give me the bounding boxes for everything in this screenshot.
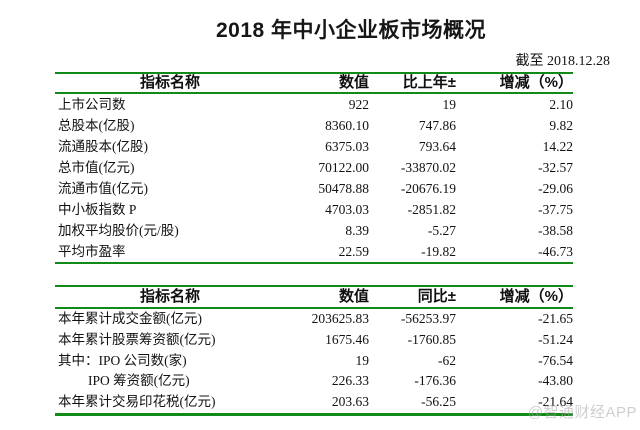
table-row: 总股本(亿股) 8360.10 747.86 9.82 [55, 115, 573, 136]
cell-value: -20676.19 [400, 181, 456, 196]
cell-value: -19.82 [421, 244, 456, 259]
cell-value: -32.57 [538, 160, 573, 175]
table-row: 本年累计成交金额(亿元) 203625.83 -56253.97 -21.65 [55, 309, 573, 330]
row-label: 流通股本(亿股) [58, 139, 148, 154]
cell-value: -62 [438, 352, 456, 368]
page-title: 2018 年中小企业板市场概况 [215, 19, 487, 42]
cell-value: 2.10 [549, 97, 573, 112]
table-row: 总市值(亿元) 70122.00 -33870.02 -32.57 [55, 157, 573, 178]
cell-value: -21.64 [538, 394, 573, 410]
column-header: 增减（%） [499, 74, 573, 91]
cell-value: -33870.02 [400, 160, 456, 175]
cell-value: 8360.10 [325, 118, 369, 133]
row-label: 总股本(亿股) [58, 118, 135, 133]
cell-value: 14.22 [542, 139, 573, 154]
row-label: 中小板指数 P [58, 202, 137, 217]
row-label: 总市值(亿元) [58, 160, 135, 175]
row-label: 其中：IPO 公司数(家) [58, 352, 187, 368]
column-header: 数值 [338, 74, 369, 91]
row-label: 本年累计股票筹资额(亿元) [58, 331, 216, 347]
column-header: 指标名称 [139, 74, 200, 91]
cell-value: 1675.46 [325, 331, 369, 347]
cell-value: -1760.85 [407, 331, 456, 347]
cell-value: -37.75 [538, 202, 573, 217]
row-label: IPO 筹资额(亿元) [88, 373, 190, 389]
cell-value: 6375.03 [325, 139, 369, 154]
column-header: 增减（%） [499, 288, 573, 305]
cell-value: -2851.82 [407, 202, 456, 217]
as-of-date: 截至 2018.12.28 [515, 54, 611, 69]
cell-value: 19 [355, 352, 370, 368]
table-row: 本年累计交易印花税(亿元) 203.63 -56.25 -21.64 [55, 392, 573, 413]
cell-value: -43.80 [538, 373, 573, 389]
row-label: 加权平均股价(元/股) [58, 223, 179, 238]
cell-value: 922 [348, 97, 369, 112]
cell-value: -46.73 [538, 244, 573, 259]
cell-value: -5.27 [427, 223, 456, 238]
cell-value: 22.59 [338, 244, 369, 259]
cell-value: 793.64 [418, 139, 456, 154]
table-row: 平均市盈率 22.59 -19.82 -46.73 [55, 241, 573, 262]
row-label: 平均市盈率 [58, 244, 126, 259]
table-row: 本年累计股票筹资额(亿元) 1675.46 -1760.85 -51.24 [55, 330, 573, 351]
table-row: 流通股本(亿股) 6375.03 793.64 14.22 [55, 136, 573, 157]
table-row: 中小板指数 P 4703.03 -2851.82 -37.75 [55, 199, 573, 220]
cell-value: 9.82 [549, 118, 573, 133]
cell-value: 8.39 [345, 223, 369, 238]
header-row: 指标名称 数值 比上年± 增减（%） [55, 74, 573, 94]
cell-value: 203.63 [331, 394, 369, 410]
cell-value: -51.24 [538, 331, 573, 347]
table-row: 其中：IPO 公司数(家) 19 -62 -76.54 [55, 351, 573, 372]
header-row: 指标名称 数值 同比± 增减（%） [55, 287, 573, 309]
row-label: 上市公司数 [58, 97, 126, 112]
cell-value: -29.06 [538, 181, 573, 196]
row-label: 本年累计交易印花税(亿元) [58, 394, 216, 410]
table-row: 加权平均股价(元/股) 8.39 -5.27 -38.58 [55, 220, 573, 241]
cell-value: -76.54 [538, 352, 573, 368]
table-row: 上市公司数 922 19 2.10 [55, 94, 573, 115]
column-header: 指标名称 [139, 288, 200, 305]
cell-value: 70122.00 [318, 160, 369, 175]
column-header: 数值 [338, 288, 369, 305]
cell-value: -38.58 [538, 223, 573, 238]
table-row: IPO 筹资额(亿元) 226.33 -176.36 -43.80 [55, 371, 573, 392]
column-header: 比上年± [402, 74, 456, 91]
cell-value: -56.25 [421, 394, 456, 410]
cell-value: -56253.97 [400, 311, 456, 326]
watermark: @智通财经APP [527, 404, 637, 421]
cell-value: 50478.88 [318, 181, 369, 196]
market-overview-table: 指标名称 数值 比上年± 增减（%） 上市公司数 922 19 2.10 总股本(亿股) 8360… [55, 72, 573, 264]
cell-value: 4703.03 [325, 202, 369, 217]
cell-value: 203625.83 [311, 311, 369, 326]
column-header: 同比± [417, 288, 456, 305]
cell-value: 19 [442, 97, 457, 112]
yearly-trading-table: 指标名称 数值 同比± 增减（%） 本年累计成交金额(亿元) 203625.83 -5625… [55, 285, 573, 416]
table-row: 流通市值(亿元) 50478.88 -20676.19 -29.06 [55, 178, 573, 199]
cell-value: -176.36 [414, 373, 456, 389]
cell-value: 747.86 [418, 118, 456, 133]
row-label: 本年累计成交金额(亿元) [58, 311, 202, 326]
cell-value: 226.33 [331, 373, 369, 389]
cell-value: -21.65 [538, 311, 573, 326]
row-label: 流通市值(亿元) [58, 181, 148, 196]
